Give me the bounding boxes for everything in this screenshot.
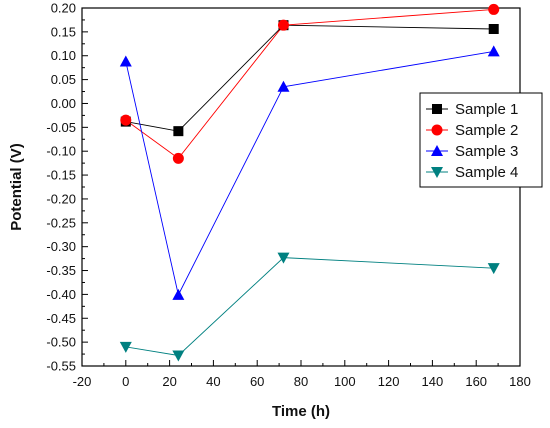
series-line-3 [125, 50, 494, 297]
y-tick-label: 0.20 [51, 1, 76, 16]
series-lines-group [125, 8, 494, 356]
data-point-series-4 [172, 350, 185, 362]
y-tick-label: 0.00 [51, 96, 76, 111]
y-tick-label: -0.50 [46, 335, 76, 350]
legend-label-1: Sample 1 [455, 101, 518, 118]
y-tick-label: -0.15 [46, 168, 76, 183]
x-tick-label: 100 [334, 374, 356, 389]
data-point-series-3 [487, 45, 500, 57]
x-tick-label: 40 [206, 374, 220, 389]
x-tick-label: 20 [162, 374, 176, 389]
y-tick-label: -0.45 [46, 311, 76, 326]
data-point-series-1 [173, 126, 184, 137]
series-line-4 [125, 257, 494, 356]
data-point-series-4 [487, 263, 500, 275]
x-tick-label: 180 [509, 374, 531, 389]
legend-marker-1 [432, 104, 442, 114]
legend: Sample 1 Sample 2 Sample 3 Sample 4 [419, 92, 543, 188]
x-tick-label: 0 [122, 374, 129, 389]
legend-marker-3 [431, 145, 443, 156]
y-tick-label: -0.05 [46, 120, 76, 135]
data-point-series-4 [277, 252, 290, 264]
x-tick-label: 140 [422, 374, 444, 389]
data-point-series-4 [119, 341, 132, 353]
data-point-series-2 [172, 152, 184, 164]
y-tick-label: -0.55 [46, 359, 76, 374]
y-tick-label: -0.30 [46, 239, 76, 254]
data-point-series-3 [119, 55, 132, 67]
y-tick-label: -0.10 [46, 144, 76, 159]
axes-group: -20 0 20 40 60 80 100 120 140 160 180 0.20 0.15 0.10 0… [46, 1, 530, 390]
legend-marker-4 [431, 167, 443, 178]
legend-label-4: Sample 4 [455, 164, 518, 181]
y-tick-label: -0.20 [46, 191, 76, 206]
y-axis-title: Potential (V) [8, 143, 25, 231]
x-tick-label: 60 [250, 374, 264, 389]
x-tick-label: -20 [73, 374, 92, 389]
legend-label-2: Sample 2 [455, 122, 518, 139]
y-tick-label: -0.35 [46, 263, 76, 278]
series-markers-group [119, 3, 500, 362]
data-point-series-2 [120, 114, 132, 126]
y-tick-label: 0.10 [51, 48, 76, 63]
y-tick-label: 0.05 [51, 72, 76, 87]
x-tick-label: 120 [378, 374, 400, 389]
x-axis-title: Time (h) [272, 403, 330, 420]
series-line-1 [125, 24, 494, 132]
legend-label-3: Sample 3 [455, 143, 518, 160]
data-point-series-2 [488, 3, 500, 15]
data-point-series-3 [277, 80, 290, 92]
data-point-series-3 [172, 288, 185, 300]
y-tick-label: -0.40 [46, 287, 76, 302]
data-point-series-2 [277, 19, 289, 31]
data-point-series-1 [488, 24, 499, 35]
legend-marker-2 [431, 124, 443, 136]
x-tick-label: 80 [294, 374, 308, 389]
series-line-2 [125, 8, 494, 159]
x-tick-label: 160 [465, 374, 487, 389]
y-tick-label: 0.15 [51, 24, 76, 39]
y-tick-label: -0.25 [46, 215, 76, 230]
